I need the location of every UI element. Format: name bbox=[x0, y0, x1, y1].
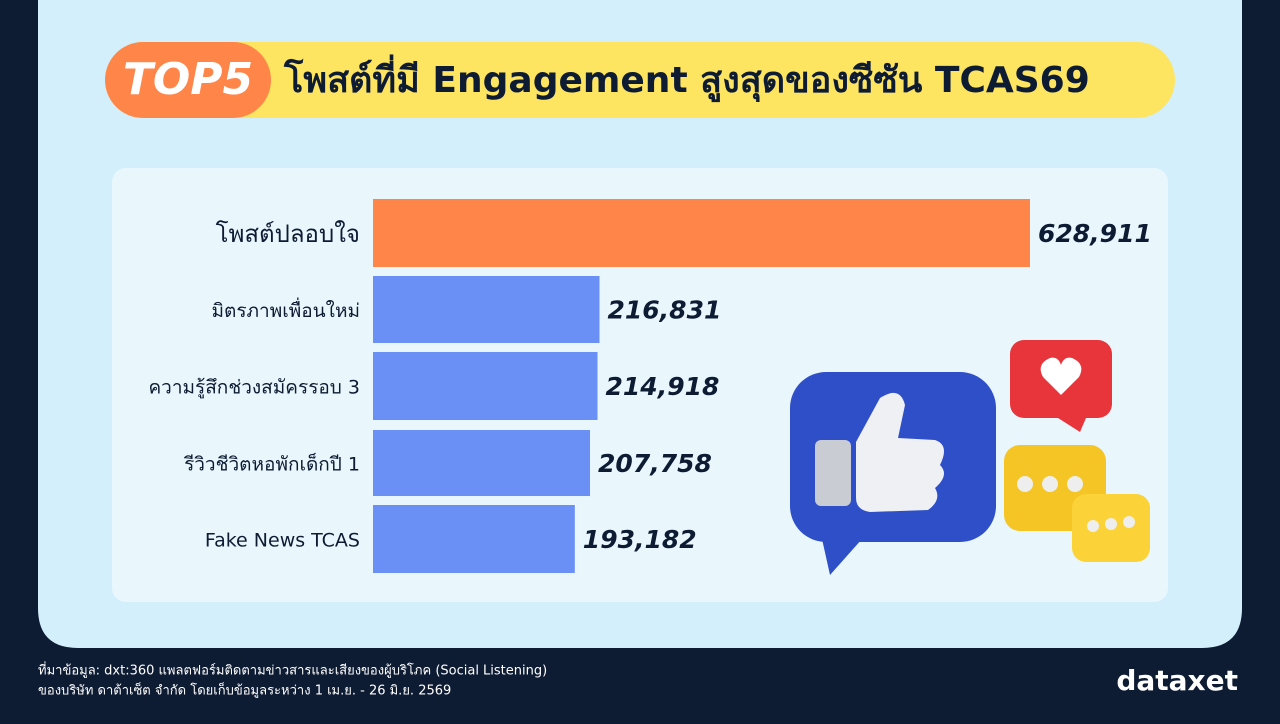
bar bbox=[373, 352, 598, 420]
value-label: 628,911 bbox=[1038, 219, 1152, 248]
category-label: รีวิวชีวิตหอพักเด็กปี 1 bbox=[183, 452, 360, 476]
logo: dataxet bbox=[1116, 664, 1238, 697]
title-pill bbox=[105, 42, 1175, 118]
bar bbox=[373, 199, 1030, 267]
dot bbox=[1123, 516, 1135, 528]
category-label: ความรู้สึกช่วงสมัครรอบ 3 bbox=[148, 377, 360, 399]
thumb-cuff bbox=[815, 440, 851, 506]
dot bbox=[1042, 476, 1058, 492]
dot bbox=[1067, 476, 1083, 492]
value-label: 193,182 bbox=[583, 525, 697, 554]
value-label: 207,758 bbox=[598, 449, 712, 478]
category-label: มิตรภาพเพื่อนใหม่ bbox=[211, 297, 360, 322]
source-line: ของบริษัท ดาต้าเซ็ต จำกัด โดยเก็บข้อมูลร… bbox=[38, 681, 451, 699]
badge: TOP5 bbox=[123, 54, 253, 105]
chart-title: โพสต์ที่มี Engagement สูงสุดของซีซัน TCA… bbox=[283, 54, 1090, 103]
value-label: 214,918 bbox=[606, 372, 720, 401]
bars: โพสต์ปลอบใจ 628,911 มิตรภาพเพื่อนใหม่ 216,8… bbox=[148, 199, 1152, 573]
category-label: Fake News TCAS bbox=[205, 530, 360, 552]
value-label: 216,831 bbox=[608, 296, 722, 325]
badge-pill bbox=[105, 42, 271, 118]
illustration bbox=[790, 340, 1150, 575]
like-bubble-tail bbox=[820, 530, 870, 575]
dot bbox=[1017, 476, 1033, 492]
heart-bubble-tail bbox=[1058, 418, 1086, 432]
thumb bbox=[856, 392, 944, 512]
bar bbox=[373, 276, 600, 343]
dot bbox=[1087, 520, 1099, 532]
bar bbox=[373, 430, 591, 496]
source-line: ที่มาข้อมูล: dxt:360 แพลตฟอร์มติดตามข่าว… bbox=[38, 662, 547, 679]
category-label: โพสต์ปลอบใจ bbox=[216, 220, 360, 248]
dot bbox=[1105, 518, 1117, 530]
heart bbox=[1040, 357, 1082, 395]
bar bbox=[373, 505, 575, 573]
